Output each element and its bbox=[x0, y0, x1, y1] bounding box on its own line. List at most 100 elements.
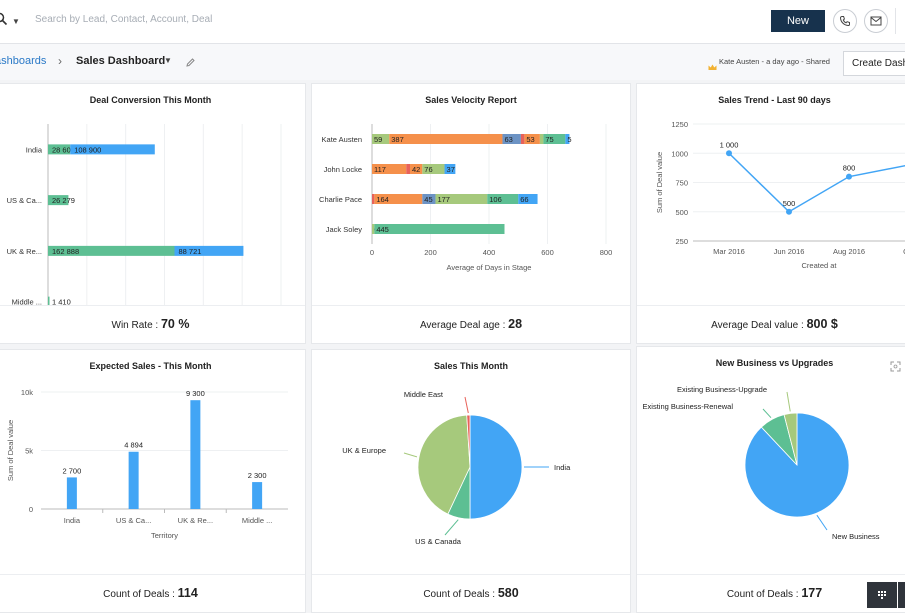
mail-icon[interactable] bbox=[864, 9, 888, 33]
data-point bbox=[846, 173, 852, 180]
bar-value-label: 177 bbox=[437, 195, 450, 204]
category-label: Kate Austen bbox=[322, 135, 362, 144]
toolbar-extension[interactable] bbox=[898, 582, 905, 608]
footer-label: Average Deal age : bbox=[419, 320, 509, 331]
bar-value-label: 88 721 bbox=[179, 247, 202, 256]
bar-segment bbox=[520, 134, 525, 144]
sales-trend-chart: 250 500 750 1000 1250 1 000 Mar 2016 500 Jun 201… bbox=[655, 120, 905, 270]
bar-segment bbox=[372, 134, 390, 144]
bar-value-label: 45 bbox=[424, 195, 432, 204]
bar-value-label: 59 bbox=[374, 135, 382, 144]
bar-segment bbox=[524, 134, 540, 144]
pencil-icon[interactable] bbox=[185, 55, 196, 73]
search-input[interactable] bbox=[33, 13, 437, 26]
bar-segment bbox=[518, 194, 538, 204]
series-line bbox=[728, 152, 905, 213]
chevron-down-icon[interactable]: ▼ bbox=[164, 56, 172, 65]
breadcrumb-dashboards-link[interactable]: ashboards bbox=[0, 55, 47, 67]
leader-line bbox=[816, 514, 828, 531]
footer-value: 580 bbox=[497, 586, 519, 600]
x-tick-label: 800 bbox=[600, 248, 613, 257]
x-tick-label: Jun 2016 bbox=[774, 247, 805, 256]
breadcrumb: ashboards › Sales Dashboard ▼ bbox=[0, 44, 905, 80]
grid-icon[interactable] bbox=[867, 582, 897, 608]
footer-label: Win Rate : bbox=[111, 320, 161, 331]
y-axis-label: Sum of Deal value bbox=[6, 420, 15, 481]
bar-segment bbox=[543, 134, 566, 144]
page-title[interactable]: Sales Dashboard bbox=[76, 55, 166, 67]
bar-value-label: 1 410 bbox=[52, 298, 71, 306]
footer-value: 177 bbox=[801, 586, 823, 600]
card-title: New Business vs Upgrades bbox=[715, 358, 834, 368]
bar-segment bbox=[70, 144, 155, 155]
bar-segment bbox=[422, 164, 445, 174]
bar-value-label: 164 bbox=[376, 195, 389, 204]
top-bar: ▼ New bbox=[0, 0, 905, 44]
create-dashboard-button[interactable]: Create Dash bbox=[843, 51, 905, 76]
bar-value-label: 5 bbox=[567, 135, 571, 144]
bar-segment bbox=[539, 134, 544, 144]
y-tick-label: 1250 bbox=[671, 120, 688, 129]
bar-segment bbox=[372, 164, 407, 174]
footer-label: Count of Deals : bbox=[103, 589, 178, 600]
x-tick-label: India bbox=[64, 516, 81, 525]
data-point bbox=[726, 150, 732, 157]
bar-segment bbox=[487, 194, 519, 204]
card-title: Deal Conversion This Month bbox=[89, 95, 212, 105]
bar-segment bbox=[565, 134, 570, 144]
bar-segment bbox=[374, 194, 423, 204]
bar-segment bbox=[48, 195, 69, 206]
bar-segment bbox=[48, 296, 50, 306]
y-tick-label: 0 bbox=[29, 505, 33, 514]
x-tick-label: Mar 2016 bbox=[713, 247, 745, 256]
bar-value-label: 106 bbox=[489, 195, 502, 204]
leader-line bbox=[403, 452, 418, 458]
search-scope-caret-icon[interactable]: ▼ bbox=[12, 17, 20, 26]
x-tick-label: US & Ca... bbox=[116, 516, 151, 525]
x-tick-label: Aug 2016 bbox=[833, 247, 865, 256]
bar-segment bbox=[389, 134, 503, 144]
new-business-chart: New Business Existing Business-Renewal Exi… bbox=[643, 385, 880, 541]
card-footer: Average Deal age : 28 bbox=[312, 305, 630, 343]
y-tick-label: 750 bbox=[675, 179, 688, 188]
x-tick-label: 600 bbox=[541, 248, 554, 257]
phone-icon[interactable] bbox=[833, 9, 857, 33]
bar-value-label: 53 bbox=[526, 135, 534, 144]
bar-segment bbox=[406, 164, 411, 174]
x-axis-label: Created at bbox=[801, 261, 837, 270]
bar-segment bbox=[174, 245, 244, 256]
card-footer: Average Deal value : 800 $ bbox=[637, 305, 905, 343]
category-label: Jack Soley bbox=[326, 225, 363, 234]
bar-value-label: 387 bbox=[391, 135, 404, 144]
new-button[interactable]: New bbox=[771, 10, 825, 32]
expand-icon[interactable] bbox=[890, 359, 901, 377]
data-point bbox=[786, 208, 792, 215]
bar-segment bbox=[502, 134, 521, 144]
bar-segment bbox=[372, 194, 375, 204]
x-tick-label: 200 bbox=[424, 248, 437, 257]
category-label: John Locke bbox=[324, 165, 362, 174]
bar-value-label: 66 bbox=[520, 195, 528, 204]
bar-value-label: 4 894 bbox=[124, 441, 143, 450]
category-label: US & Ca... bbox=[7, 196, 42, 205]
shared-info: Kate Austen - a day ago - Shared bbox=[719, 57, 830, 66]
card-title: Expected Sales - This Month bbox=[89, 361, 212, 371]
card-footer: Count of Deals : 177 bbox=[637, 574, 905, 612]
bar-value-label: 26 279 bbox=[52, 196, 75, 205]
slice-label: Existing Business-Renewal bbox=[643, 402, 734, 411]
leader-line bbox=[464, 396, 469, 414]
slice-label: UK & Europe bbox=[342, 446, 386, 455]
bar-segment bbox=[374, 224, 505, 234]
search-icon[interactable] bbox=[0, 12, 8, 31]
card-title: Sales Trend - Last 90 days bbox=[718, 95, 831, 105]
x-tick-label: Middle ... bbox=[242, 516, 272, 525]
x-tick-label: 0 bbox=[370, 248, 374, 257]
slice-label: India bbox=[554, 463, 571, 472]
crown-icon bbox=[708, 58, 717, 76]
footer-label: Count of Deals : bbox=[423, 589, 498, 600]
bar-segment bbox=[422, 194, 436, 204]
bar-value-label: 63 bbox=[504, 135, 512, 144]
leader-line bbox=[444, 519, 459, 536]
x-tick-label: Oct bbox=[903, 247, 905, 256]
dashboard-card-new-business: New Business vs Upgrades New Business Exi… bbox=[636, 346, 905, 613]
